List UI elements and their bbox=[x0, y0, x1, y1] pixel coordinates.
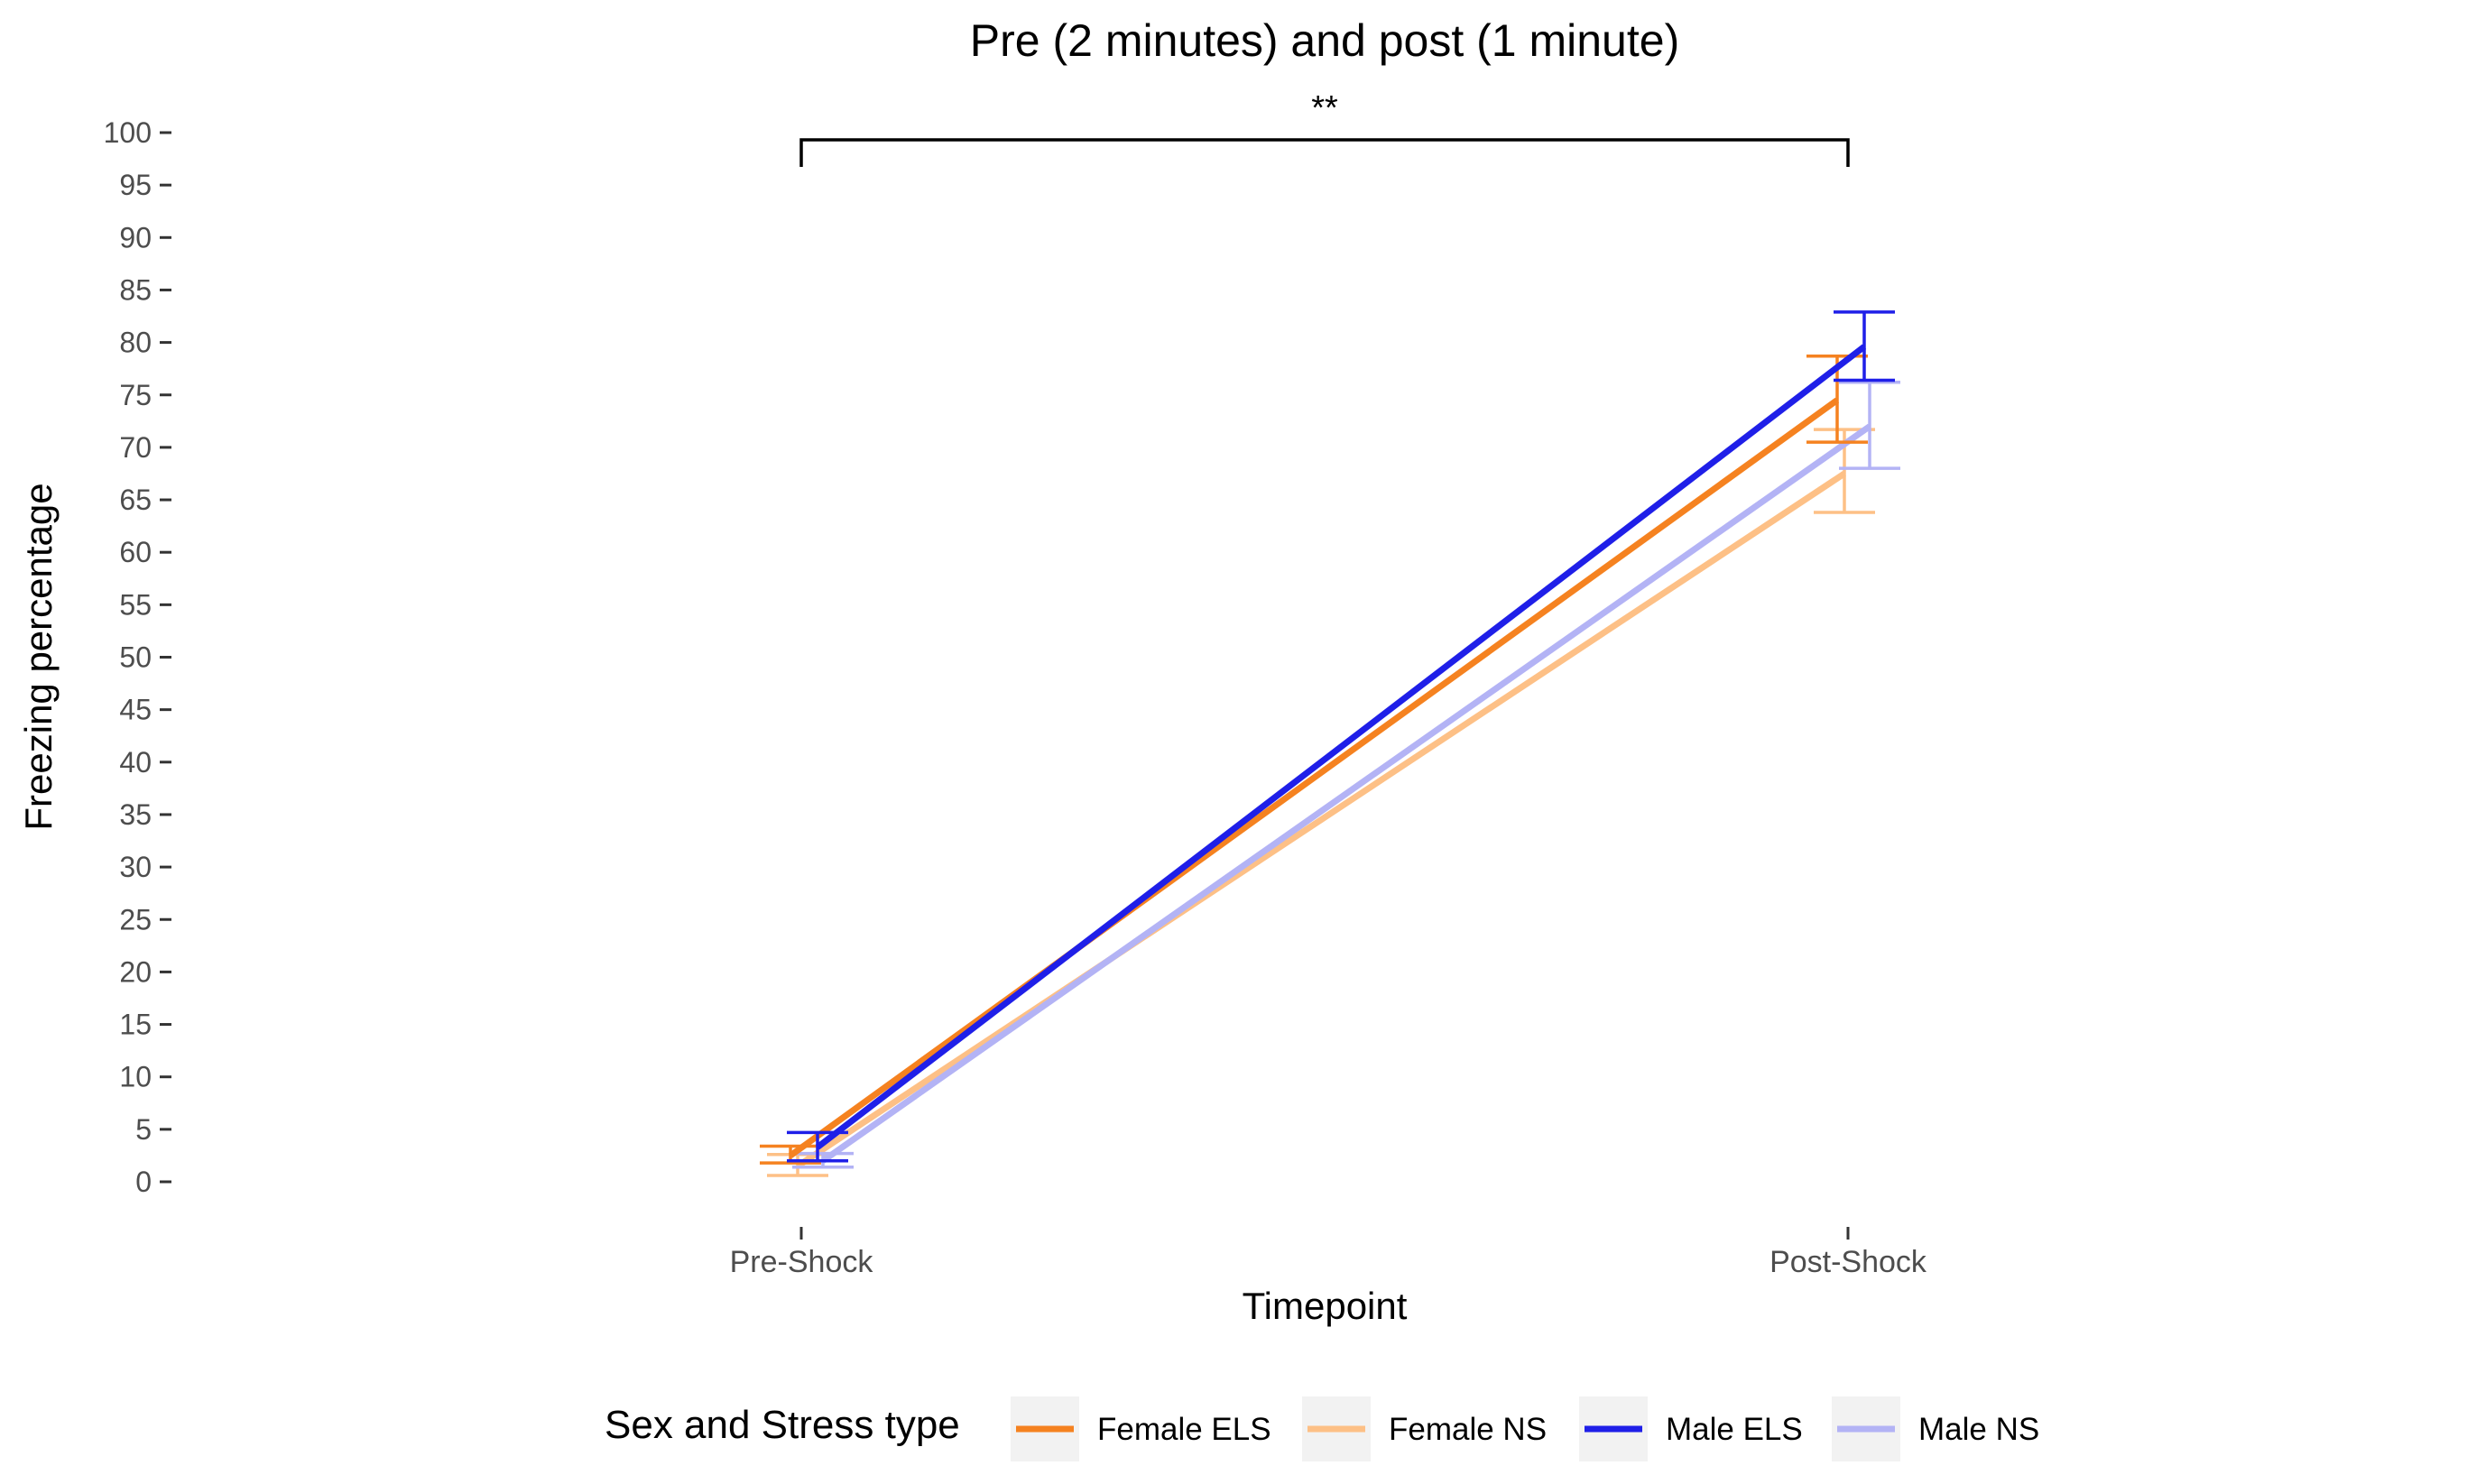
series-female-els bbox=[760, 354, 1868, 1165]
y-tick-label: 50 bbox=[119, 641, 152, 674]
y-tick-label: 95 bbox=[119, 169, 152, 201]
series-line bbox=[796, 471, 1846, 1169]
y-tick-label: 60 bbox=[119, 536, 152, 568]
legend-label: Female ELS bbox=[1097, 1412, 1271, 1447]
y-tick-label: 90 bbox=[119, 221, 152, 253]
y-tick-label: 30 bbox=[119, 851, 152, 883]
y-tick-label: 45 bbox=[119, 694, 152, 726]
y-tick-label: 100 bbox=[104, 116, 152, 149]
y-tick-label: 15 bbox=[119, 1009, 152, 1041]
x-axis: Pre-Shock Post-Shock bbox=[730, 1227, 1927, 1279]
significance-bracket bbox=[799, 138, 1850, 167]
y-tick-label: 10 bbox=[119, 1061, 152, 1093]
y-tick-label: 20 bbox=[119, 955, 152, 988]
legend-label: Female NS bbox=[1389, 1412, 1547, 1447]
y-tick-label: 75 bbox=[119, 379, 152, 411]
y-tick-label: 80 bbox=[119, 327, 152, 359]
y-tick-label: 35 bbox=[119, 798, 152, 831]
significance-stars: ** bbox=[1311, 89, 1338, 127]
y-tick-label: 65 bbox=[119, 484, 152, 516]
y-tick-label: 25 bbox=[119, 903, 152, 936]
x-tick-label: Post-Shock bbox=[1769, 1245, 1927, 1279]
y-tick-label: 0 bbox=[135, 1166, 152, 1198]
series-line bbox=[820, 423, 1872, 1164]
legend-title: Sex and Stress type bbox=[605, 1403, 960, 1447]
legend-label: Male NS bbox=[1918, 1412, 2039, 1447]
series-line bbox=[788, 397, 1840, 1158]
x-tick-label: Pre-Shock bbox=[730, 1245, 874, 1279]
y-axis: 0 5 10 15 20 25 30 35 40 45 50 55 60 65 70 75 80 85 90 95 10… bbox=[104, 116, 171, 1198]
series-male-ns bbox=[792, 381, 1900, 1169]
y-tick-label: 40 bbox=[119, 746, 152, 779]
significance-annotation: ** bbox=[799, 89, 1850, 167]
y-tick-label: 5 bbox=[135, 1113, 152, 1146]
y-tick-label: 85 bbox=[119, 273, 152, 306]
legend: Female ELS Female NS Male ELS Male NS bbox=[1011, 1396, 2039, 1461]
y-tick-label: 70 bbox=[119, 431, 152, 464]
chart-title: Pre (2 minutes) and post (1 minute) bbox=[970, 15, 1679, 66]
x-axis-label: Timepoint bbox=[1243, 1285, 1408, 1327]
y-axis-label: Freezing percentage bbox=[17, 483, 60, 830]
series-layer bbox=[760, 310, 1900, 1177]
y-tick-label: 55 bbox=[119, 588, 152, 621]
series-male-els bbox=[787, 310, 1895, 1163]
legend-label: Male ELS bbox=[1666, 1412, 1803, 1447]
series-line bbox=[815, 344, 1867, 1150]
